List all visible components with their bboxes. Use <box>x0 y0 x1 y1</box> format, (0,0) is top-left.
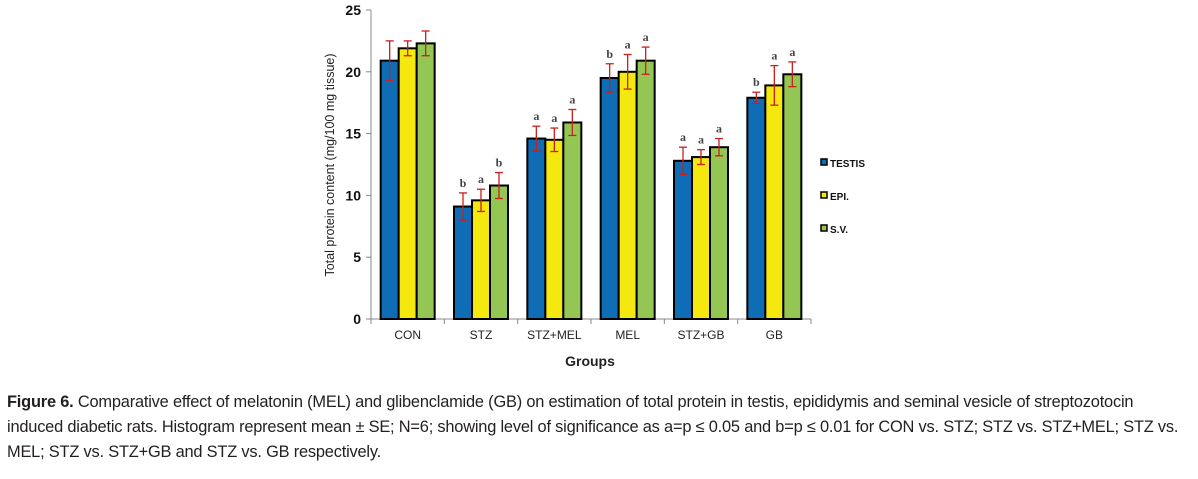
y-tick-label: 0 <box>353 311 361 327</box>
significance-label: b <box>460 176 467 190</box>
y-tick-label: 20 <box>345 64 361 80</box>
bar-epi <box>764 84 785 321</box>
legend-label: EPI. <box>830 192 849 203</box>
bar-testis <box>746 96 767 320</box>
significance-label: a <box>698 133 704 147</box>
y-tick-label: 10 <box>345 187 361 203</box>
bar-sv <box>782 73 803 320</box>
significance-label: a <box>569 92 575 106</box>
bar-epi <box>617 70 638 320</box>
bar-sv <box>415 42 436 320</box>
significance-label: a <box>478 172 484 186</box>
x-tick-label: CON <box>394 328 421 342</box>
bar-testis <box>379 59 400 321</box>
significance-label: b <box>496 156 503 170</box>
significance-label: a <box>789 45 795 59</box>
significance-label: a <box>771 49 777 63</box>
bar-sv <box>562 121 583 320</box>
significance-label: b <box>606 47 613 61</box>
significance-label: a <box>680 130 686 144</box>
y-tick-label: 15 <box>345 126 361 142</box>
x-tick-label: STZ <box>470 328 493 342</box>
significance-label: b <box>753 75 760 89</box>
legend-label: S.V. <box>830 225 848 236</box>
bar-epi <box>544 138 565 320</box>
legend-swatch-testis <box>820 158 828 166</box>
bar-testis <box>673 159 693 320</box>
legend: TESTIS EPI. S.V. <box>820 158 865 236</box>
significance-label: a <box>716 122 722 136</box>
figure-label: Figure 6. <box>7 393 74 411</box>
figure-caption: Figure 6. Comparative effect of melatoni… <box>7 390 1192 465</box>
legend-swatch-epi <box>820 191 828 199</box>
y-tick-label: 5 <box>353 249 361 265</box>
bar-sv <box>489 184 509 320</box>
significance-label: a <box>551 111 557 125</box>
legend-label: TESTIS <box>830 159 865 170</box>
legend-swatch-sv <box>820 224 828 232</box>
significance-label: a <box>625 37 631 51</box>
bar-testis <box>599 76 620 321</box>
bar-epi <box>397 47 418 320</box>
significance-label: a <box>533 109 539 123</box>
x-tick-label: GB <box>766 328 783 342</box>
y-axis-label: Total protein content (mg/100 mg tissue) <box>323 53 337 276</box>
bar-epi <box>471 199 491 320</box>
bar-testis <box>453 205 473 320</box>
x-axis-label: Groups <box>565 353 615 369</box>
figure-caption-text: Comparative effect of melatonin (MEL) an… <box>7 393 1179 461</box>
x-tick-label: STZ+GB <box>677 328 724 342</box>
x-tick-label: MEL <box>615 328 640 342</box>
bar-epi <box>691 156 711 320</box>
y-axis: 0 5 10 15 20 25 <box>345 2 372 327</box>
x-tick-label: STZ+MEL <box>527 328 582 342</box>
y-tick-label: 25 <box>345 2 361 18</box>
bar-sv <box>635 59 656 321</box>
significance-label: a <box>643 30 649 44</box>
bar-testis <box>526 137 547 320</box>
x-axis: CON STZ STZ+MEL MEL STZ+GB GB <box>370 318 812 342</box>
bar-sv <box>709 146 729 320</box>
